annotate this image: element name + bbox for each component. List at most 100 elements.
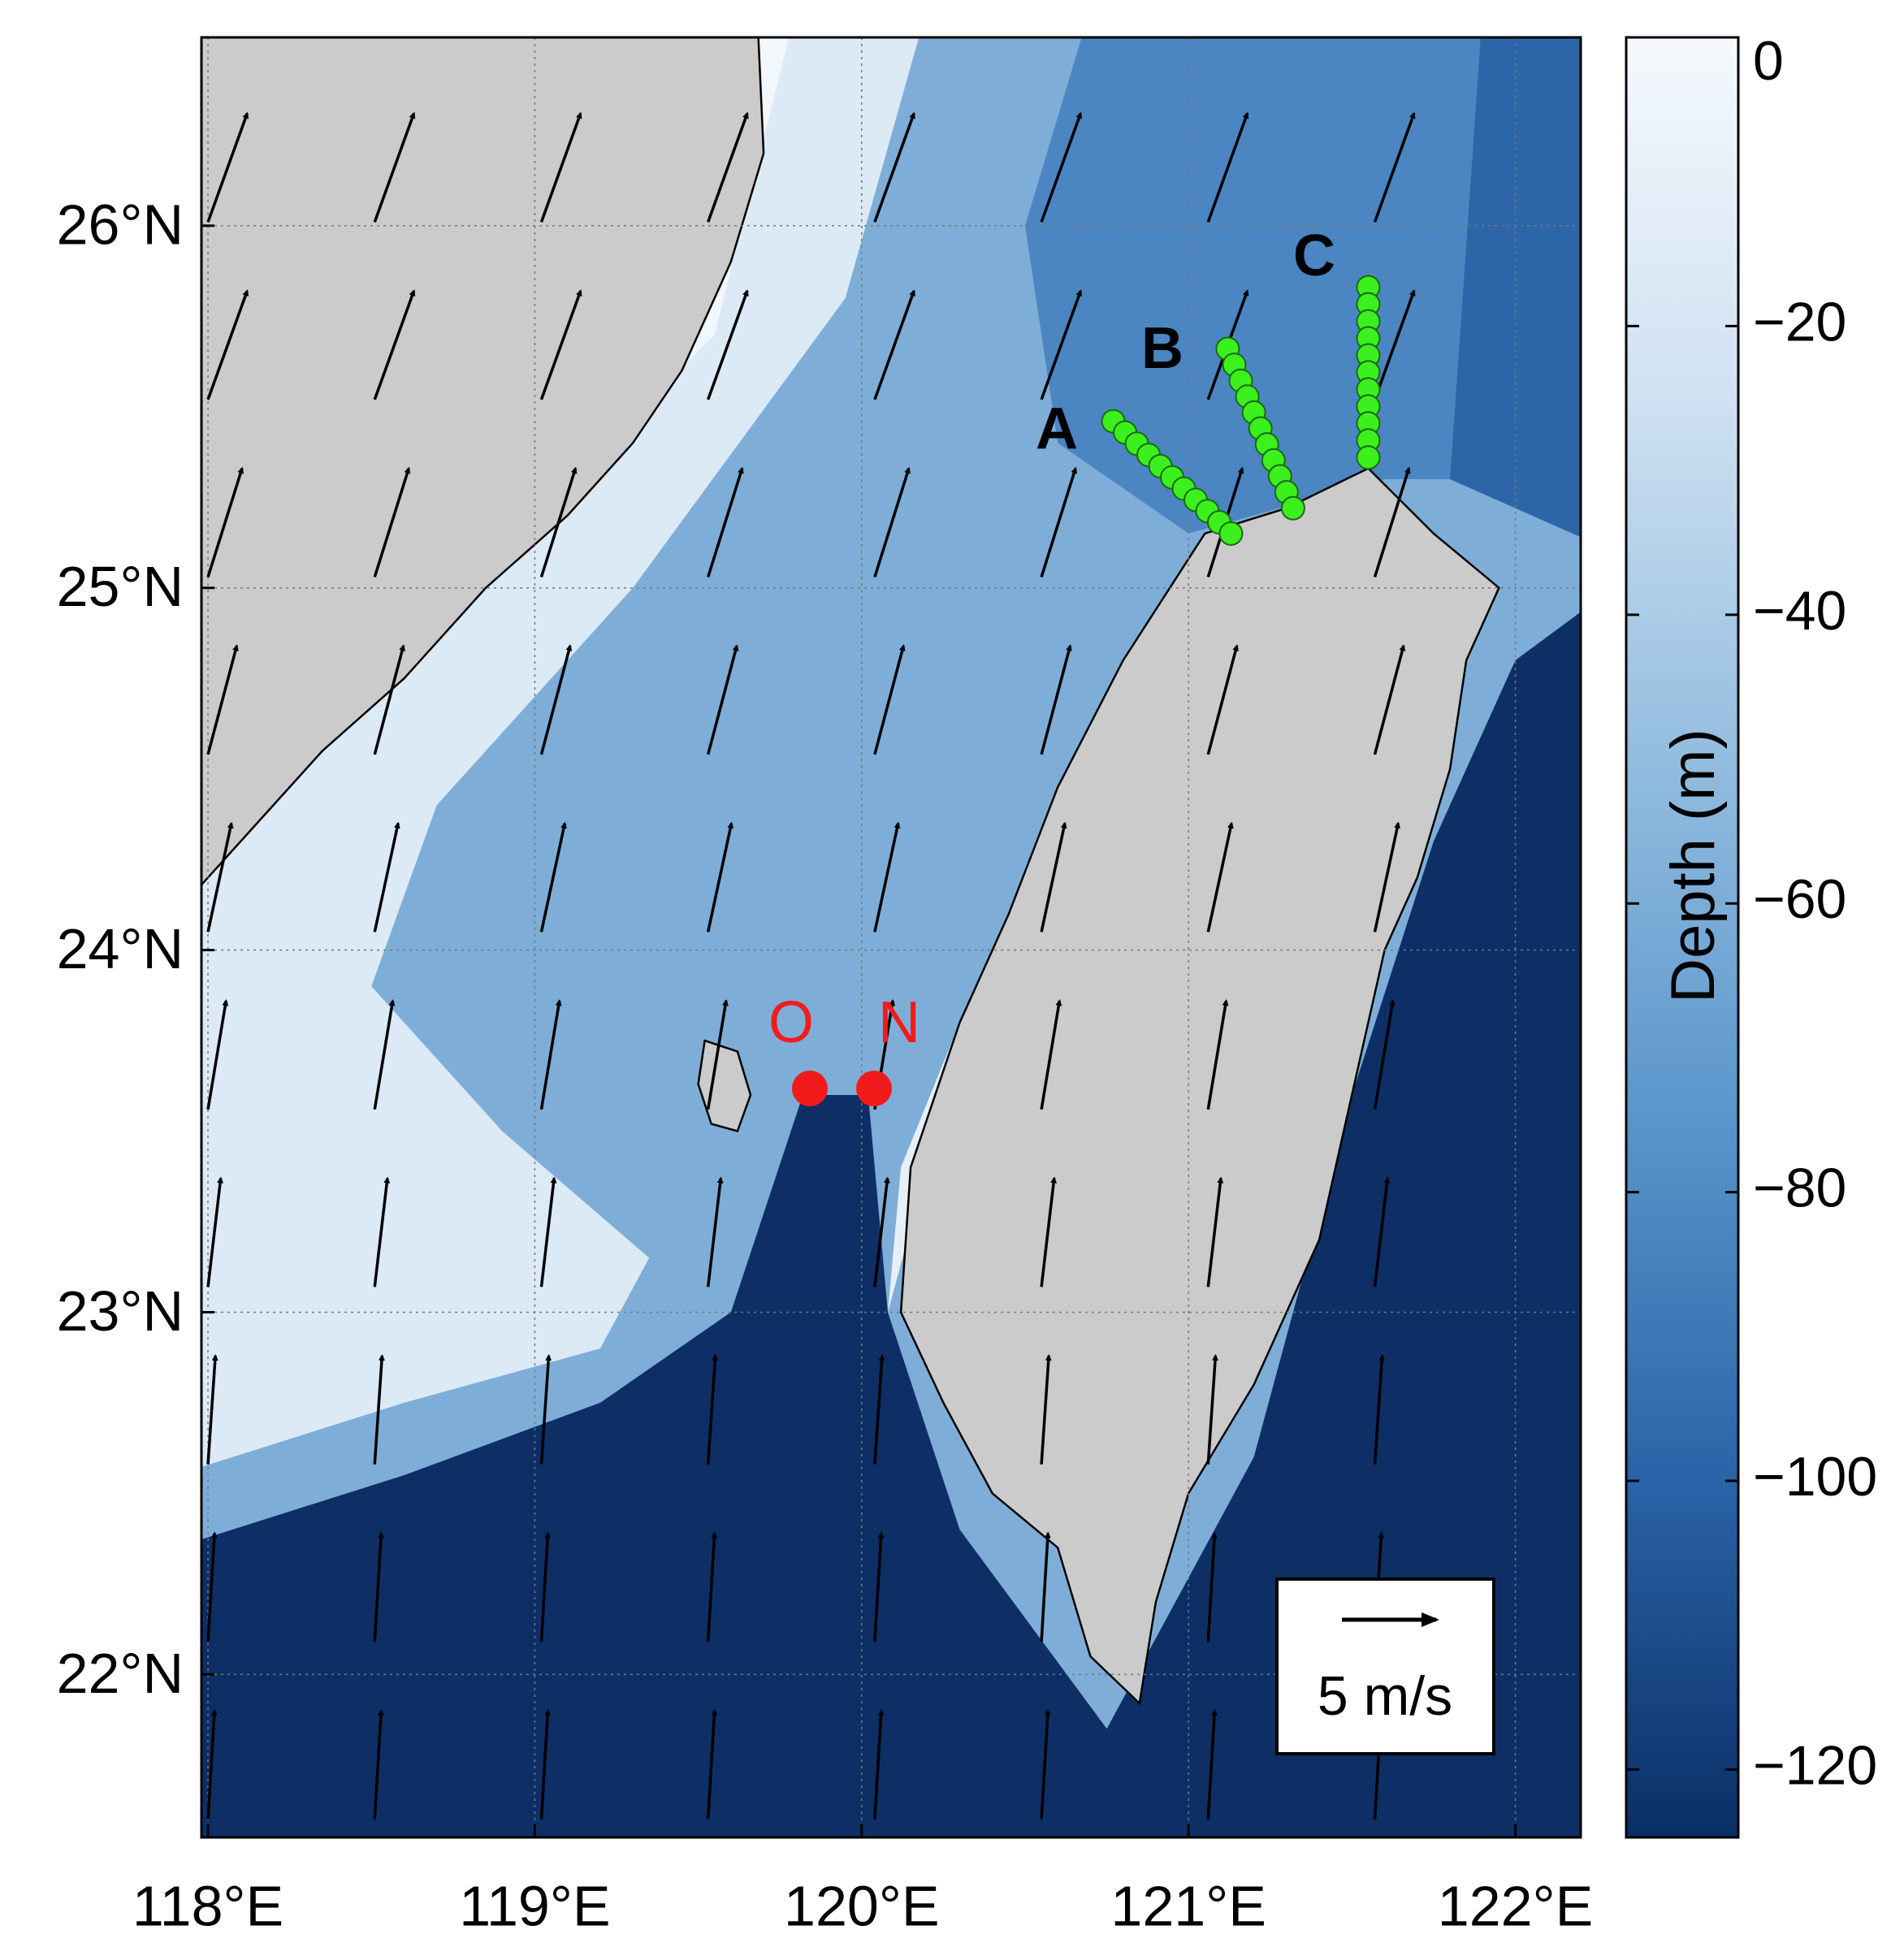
- transect-label: C: [1293, 223, 1335, 288]
- wind-arrow: [873, 821, 901, 933]
- wind-arrow: [1206, 1176, 1224, 1287]
- wind-arrow: [1373, 1353, 1386, 1465]
- wind-arrow: [206, 1176, 224, 1287]
- x-tick-label: 119°E: [459, 1874, 610, 1937]
- colorbar-tick-label: −40: [1753, 580, 1846, 642]
- wind-arrow: [206, 1353, 219, 1465]
- wind-arrow: [706, 1531, 718, 1642]
- wind-arrow: [373, 111, 416, 223]
- wind-arrow: [373, 1353, 385, 1465]
- wind-arrow: [1373, 821, 1400, 933]
- ocean-mid: [1025, 37, 1581, 534]
- wind-arrow: [706, 1353, 719, 1465]
- y-tick-label: 25°N: [57, 555, 184, 618]
- wind-arrow: [873, 1176, 890, 1287]
- wind-arrow: [1206, 111, 1249, 223]
- x-tick-label: 118°E: [132, 1874, 283, 1937]
- wind-arrow: [206, 466, 244, 578]
- transect-label: A: [1036, 396, 1078, 461]
- ocean-ne: [1450, 37, 1581, 538]
- y-tick-label: 23°N: [57, 1279, 184, 1343]
- wind-arrow: [1206, 1708, 1218, 1820]
- wind-arrow: [206, 821, 234, 933]
- wind-arrow: [873, 1708, 885, 1820]
- wind-arrow: [706, 644, 739, 755]
- wind-arrow: [373, 644, 405, 755]
- station-label: O: [768, 990, 814, 1055]
- wind-arrow: [873, 644, 906, 755]
- x-tick-label: 121°E: [1110, 1874, 1266, 1937]
- wind-arrow: [1040, 111, 1083, 223]
- wind-arrow: [1040, 1708, 1051, 1820]
- map-area: [201, 37, 1581, 1837]
- wind-arrow: [1040, 644, 1072, 755]
- scale-label: 5 m/s: [1318, 1665, 1452, 1727]
- wind-arrow: [1040, 466, 1078, 578]
- wind-arrow: [707, 111, 749, 223]
- wind-arrow: [373, 999, 396, 1110]
- station-point: [792, 1071, 828, 1106]
- wind-arrow: [1040, 821, 1067, 933]
- wind-arrow: [1373, 644, 1406, 755]
- x-tick-label: 122°E: [1438, 1874, 1593, 1937]
- wind-arrow: [706, 1708, 718, 1820]
- transect-station: [1356, 445, 1381, 470]
- ocean-deep: [201, 612, 1581, 1837]
- wind-arrow: [1373, 1176, 1391, 1287]
- wind-arrow: [539, 466, 578, 578]
- wind-arrow: [373, 821, 400, 933]
- colorbar: [1625, 36, 1740, 1839]
- wind-arrow: [539, 1176, 557, 1287]
- wind-arrow: [539, 289, 582, 400]
- colorbar-tick-label: −60: [1753, 868, 1846, 930]
- wind-arrow: [539, 644, 573, 755]
- colorbar-tick-label: −20: [1753, 291, 1846, 353]
- wind-arrow: [873, 111, 915, 223]
- wind-arrow: [1040, 999, 1062, 1110]
- wind-arrow: [539, 821, 567, 933]
- transect-station: [1280, 495, 1305, 521]
- wind-arrow: [1206, 644, 1240, 755]
- transect-label: B: [1141, 316, 1184, 381]
- wind-arrow: [1373, 111, 1416, 223]
- y-tick-label: 24°N: [57, 917, 184, 980]
- land-penghu: [697, 1039, 752, 1133]
- y-tick-label: 26°N: [57, 193, 184, 256]
- wind-arrow: [539, 1353, 552, 1465]
- colorbar-label: Depth (m): [1659, 729, 1728, 1003]
- wind-arrow: [706, 821, 734, 933]
- y-tick-label: 22°N: [57, 1642, 184, 1705]
- wind-arrow: [873, 1531, 885, 1642]
- wind-arrow: [1373, 466, 1411, 578]
- map-frame: [200, 36, 1582, 1839]
- scale-box: [1275, 1577, 1495, 1755]
- wind-arrow: [206, 1708, 218, 1820]
- wind-arrow: [873, 466, 911, 578]
- wind-arrow: [206, 289, 249, 400]
- transect-station: [1218, 521, 1244, 546]
- wind-arrow: [373, 289, 416, 400]
- wind-arrow: [206, 1531, 218, 1642]
- wind-arrow: [1206, 1353, 1219, 1465]
- colorbar-tick-label: −100: [1753, 1446, 1877, 1508]
- colorbar-tick-label: 0: [1753, 30, 1784, 92]
- wind-arrow: [1040, 289, 1083, 400]
- wind-arrow: [1206, 821, 1234, 933]
- wind-arrow: [539, 111, 582, 223]
- wind-arrow: [373, 1708, 384, 1820]
- wind-arrow: [1040, 1531, 1051, 1642]
- colorbar-tick-label: −80: [1753, 1158, 1846, 1219]
- wind-arrow: [873, 289, 915, 400]
- wind-arrow: [373, 466, 411, 578]
- wind-arrow: [707, 289, 749, 400]
- wind-arrow: [706, 1176, 724, 1287]
- wind-arrow: [1373, 289, 1416, 400]
- wind-arrow: [206, 999, 229, 1110]
- wind-arrow: [539, 999, 562, 1110]
- wind-arrow: [539, 1708, 552, 1820]
- wind-arrow: [206, 644, 239, 755]
- station-label: N: [878, 990, 920, 1055]
- x-tick-label: 120°E: [784, 1874, 939, 1937]
- wind-arrow: [1040, 1176, 1058, 1287]
